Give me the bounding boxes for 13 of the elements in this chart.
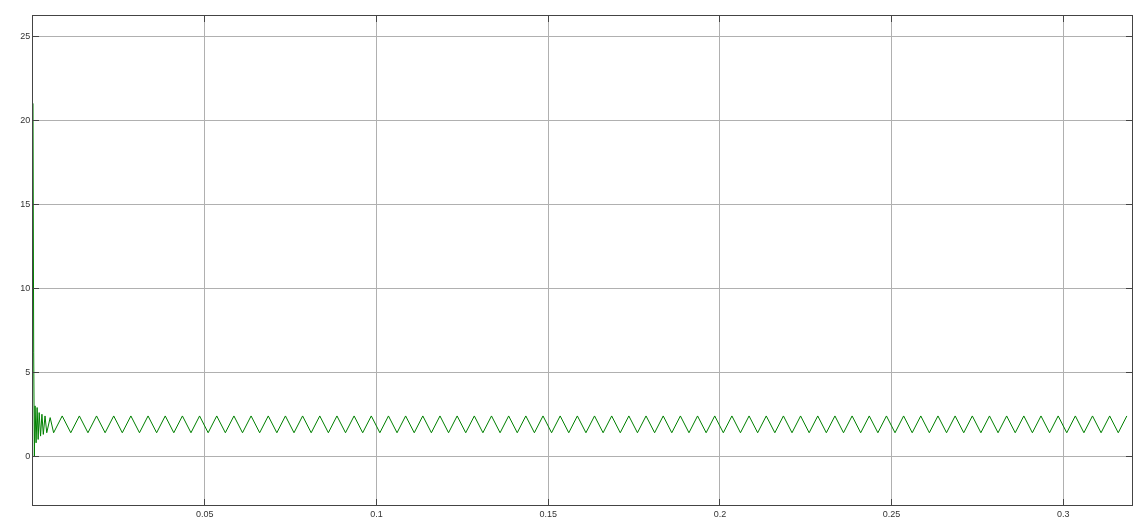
y-tick-label: 20 [20,115,31,126]
x-tick-label: 0.3 [1057,508,1070,519]
y-tick-label: 0 [25,451,31,462]
x-tick-label: 0.1 [370,508,383,519]
y-tick-label: 10 [20,283,31,294]
x-tick-label: 0.05 [195,508,214,519]
line-series [33,102,1128,457]
x-tick-label: 0.15 [539,508,557,519]
y-tick-label: 25 [20,31,31,42]
x-tick-label: 0.2 [713,508,727,519]
x-tick-label: 0.25 [882,508,901,519]
y-tick-label: 15 [20,199,31,210]
y-tick-label: 5 [25,367,31,378]
